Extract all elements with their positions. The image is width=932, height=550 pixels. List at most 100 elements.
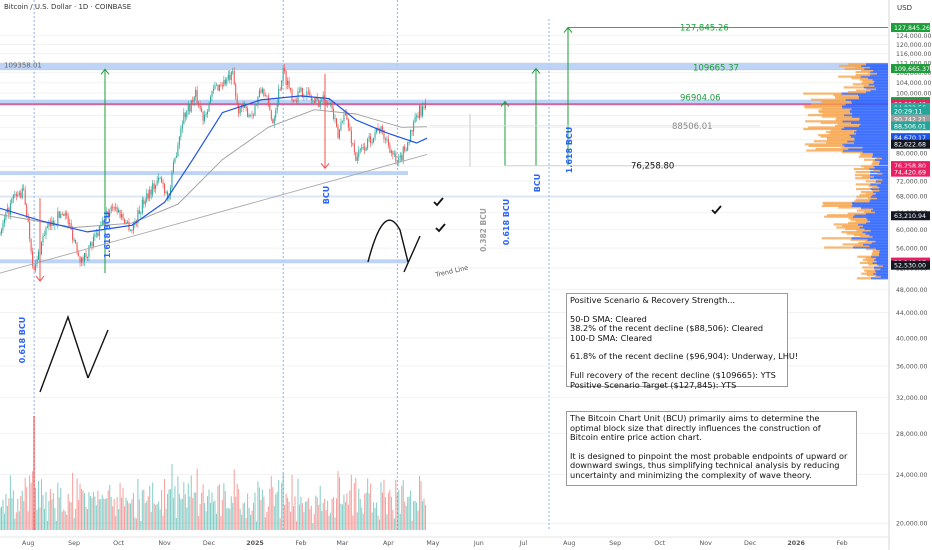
volume-profile-bar [826,130,854,134]
candle-body [217,84,219,91]
volume-bar [416,502,418,530]
volume-profile-bar [806,149,844,152]
candle-body [212,88,214,91]
price-tick-label: 124,000.00 [896,33,931,40]
price-tag [891,133,930,143]
volume-bar [156,504,158,530]
volume-profile-bar [854,138,888,141]
volume-profile-bar [862,175,874,178]
volume-bar [230,496,232,530]
candle-body [45,227,47,236]
candle-body [20,192,22,198]
volume-bar [328,515,330,530]
candle-body [143,199,145,205]
volume-bar [172,497,174,530]
candle-body [221,85,223,87]
candle-body [9,203,11,215]
candle-body [184,112,186,118]
volume-profile-bar [822,101,852,104]
currency-label: USD [897,4,912,12]
candle-body [181,124,183,129]
volume-bar [26,487,28,530]
candle-body [396,161,398,163]
trend-line [0,154,428,274]
scenario-note[interactable]: Positive Scenario & Recovery Strength...… [566,293,798,389]
price-tick-label: 116,000.00 [896,51,931,58]
volume-bar [218,484,220,530]
time-tick-label: 2026 [787,540,805,547]
candle-body [207,111,209,114]
volume-profile-bar [845,227,865,231]
volume-profile-bar [864,227,888,231]
candle-body [331,102,333,109]
volume-bar [337,471,339,530]
volume-bar [29,475,31,530]
candle-body [399,155,401,158]
volume-bar [211,492,213,530]
volume-profile-bar [805,120,843,123]
volume-bar [196,468,198,530]
volume-bar [115,515,117,530]
candle-body [384,138,386,140]
volume-bar [85,506,87,530]
volume-bar [60,487,62,530]
volume-bar [263,496,265,530]
volume-profile-bar [871,155,888,158]
volume-profile-bar [863,158,875,161]
candle-body [255,103,257,105]
candle-body [33,265,35,271]
candle-body [113,207,115,209]
candle-body [343,115,345,122]
candle-body [355,151,357,161]
candle-body [239,107,241,114]
volume-profile-bar [861,81,874,84]
volume-profile-bar [849,109,888,112]
volume-bar [248,507,250,530]
candle-body [398,157,400,163]
volume-bar [367,478,369,530]
volume-bar [144,502,146,530]
candle-body [64,212,66,216]
candle-body [211,90,213,97]
candle-body [115,207,117,209]
sma-100-line [0,109,428,228]
volume-profile-bar [842,120,888,123]
volume-profile-bar [824,215,853,218]
volume-bar [0,508,1,530]
volume-profile-bar [874,158,888,161]
candle-body [208,102,210,112]
bcu-explanation-note[interactable]: The Bitcoin Chart Unit (BCU) primarily a… [566,411,857,486]
volume-bar [321,510,323,530]
volume-profile-bar [866,271,877,274]
volume-profile-bar [873,175,888,178]
candle-body [190,100,192,112]
volume-bar [103,498,105,530]
volume-profile-bar [851,101,888,104]
volume-profile-bar [820,135,851,138]
bcu-0618-left-arrow-head [35,275,45,282]
candle-body [61,213,63,215]
volume-bar [295,521,298,530]
candle-body [89,242,91,246]
volume-profile-bar [868,83,888,86]
volume-profile-bar [818,134,850,137]
volume-profile-bar [833,223,859,226]
volume-profile-bar [872,78,888,81]
volume-profile-bar [854,141,888,144]
volume-profile-bar [803,92,842,95]
candle-body [98,225,100,236]
candle-body [132,224,134,231]
bcu-line: downward swings, thus simplifying techni… [570,460,840,471]
volume-profile-bar [882,172,888,175]
volume-bar [212,501,214,530]
candle-body [70,223,72,230]
volume-profile-bar [877,178,883,181]
volume-bar [235,496,237,530]
volume-profile-bar [866,217,888,220]
volume-profile-bar [855,70,871,74]
volume-profile-bar [833,94,858,97]
candle-body [124,218,126,225]
volume-bar [3,513,5,530]
price-tick-label: 80,000.00 [896,150,928,157]
volume-bar [186,507,188,530]
